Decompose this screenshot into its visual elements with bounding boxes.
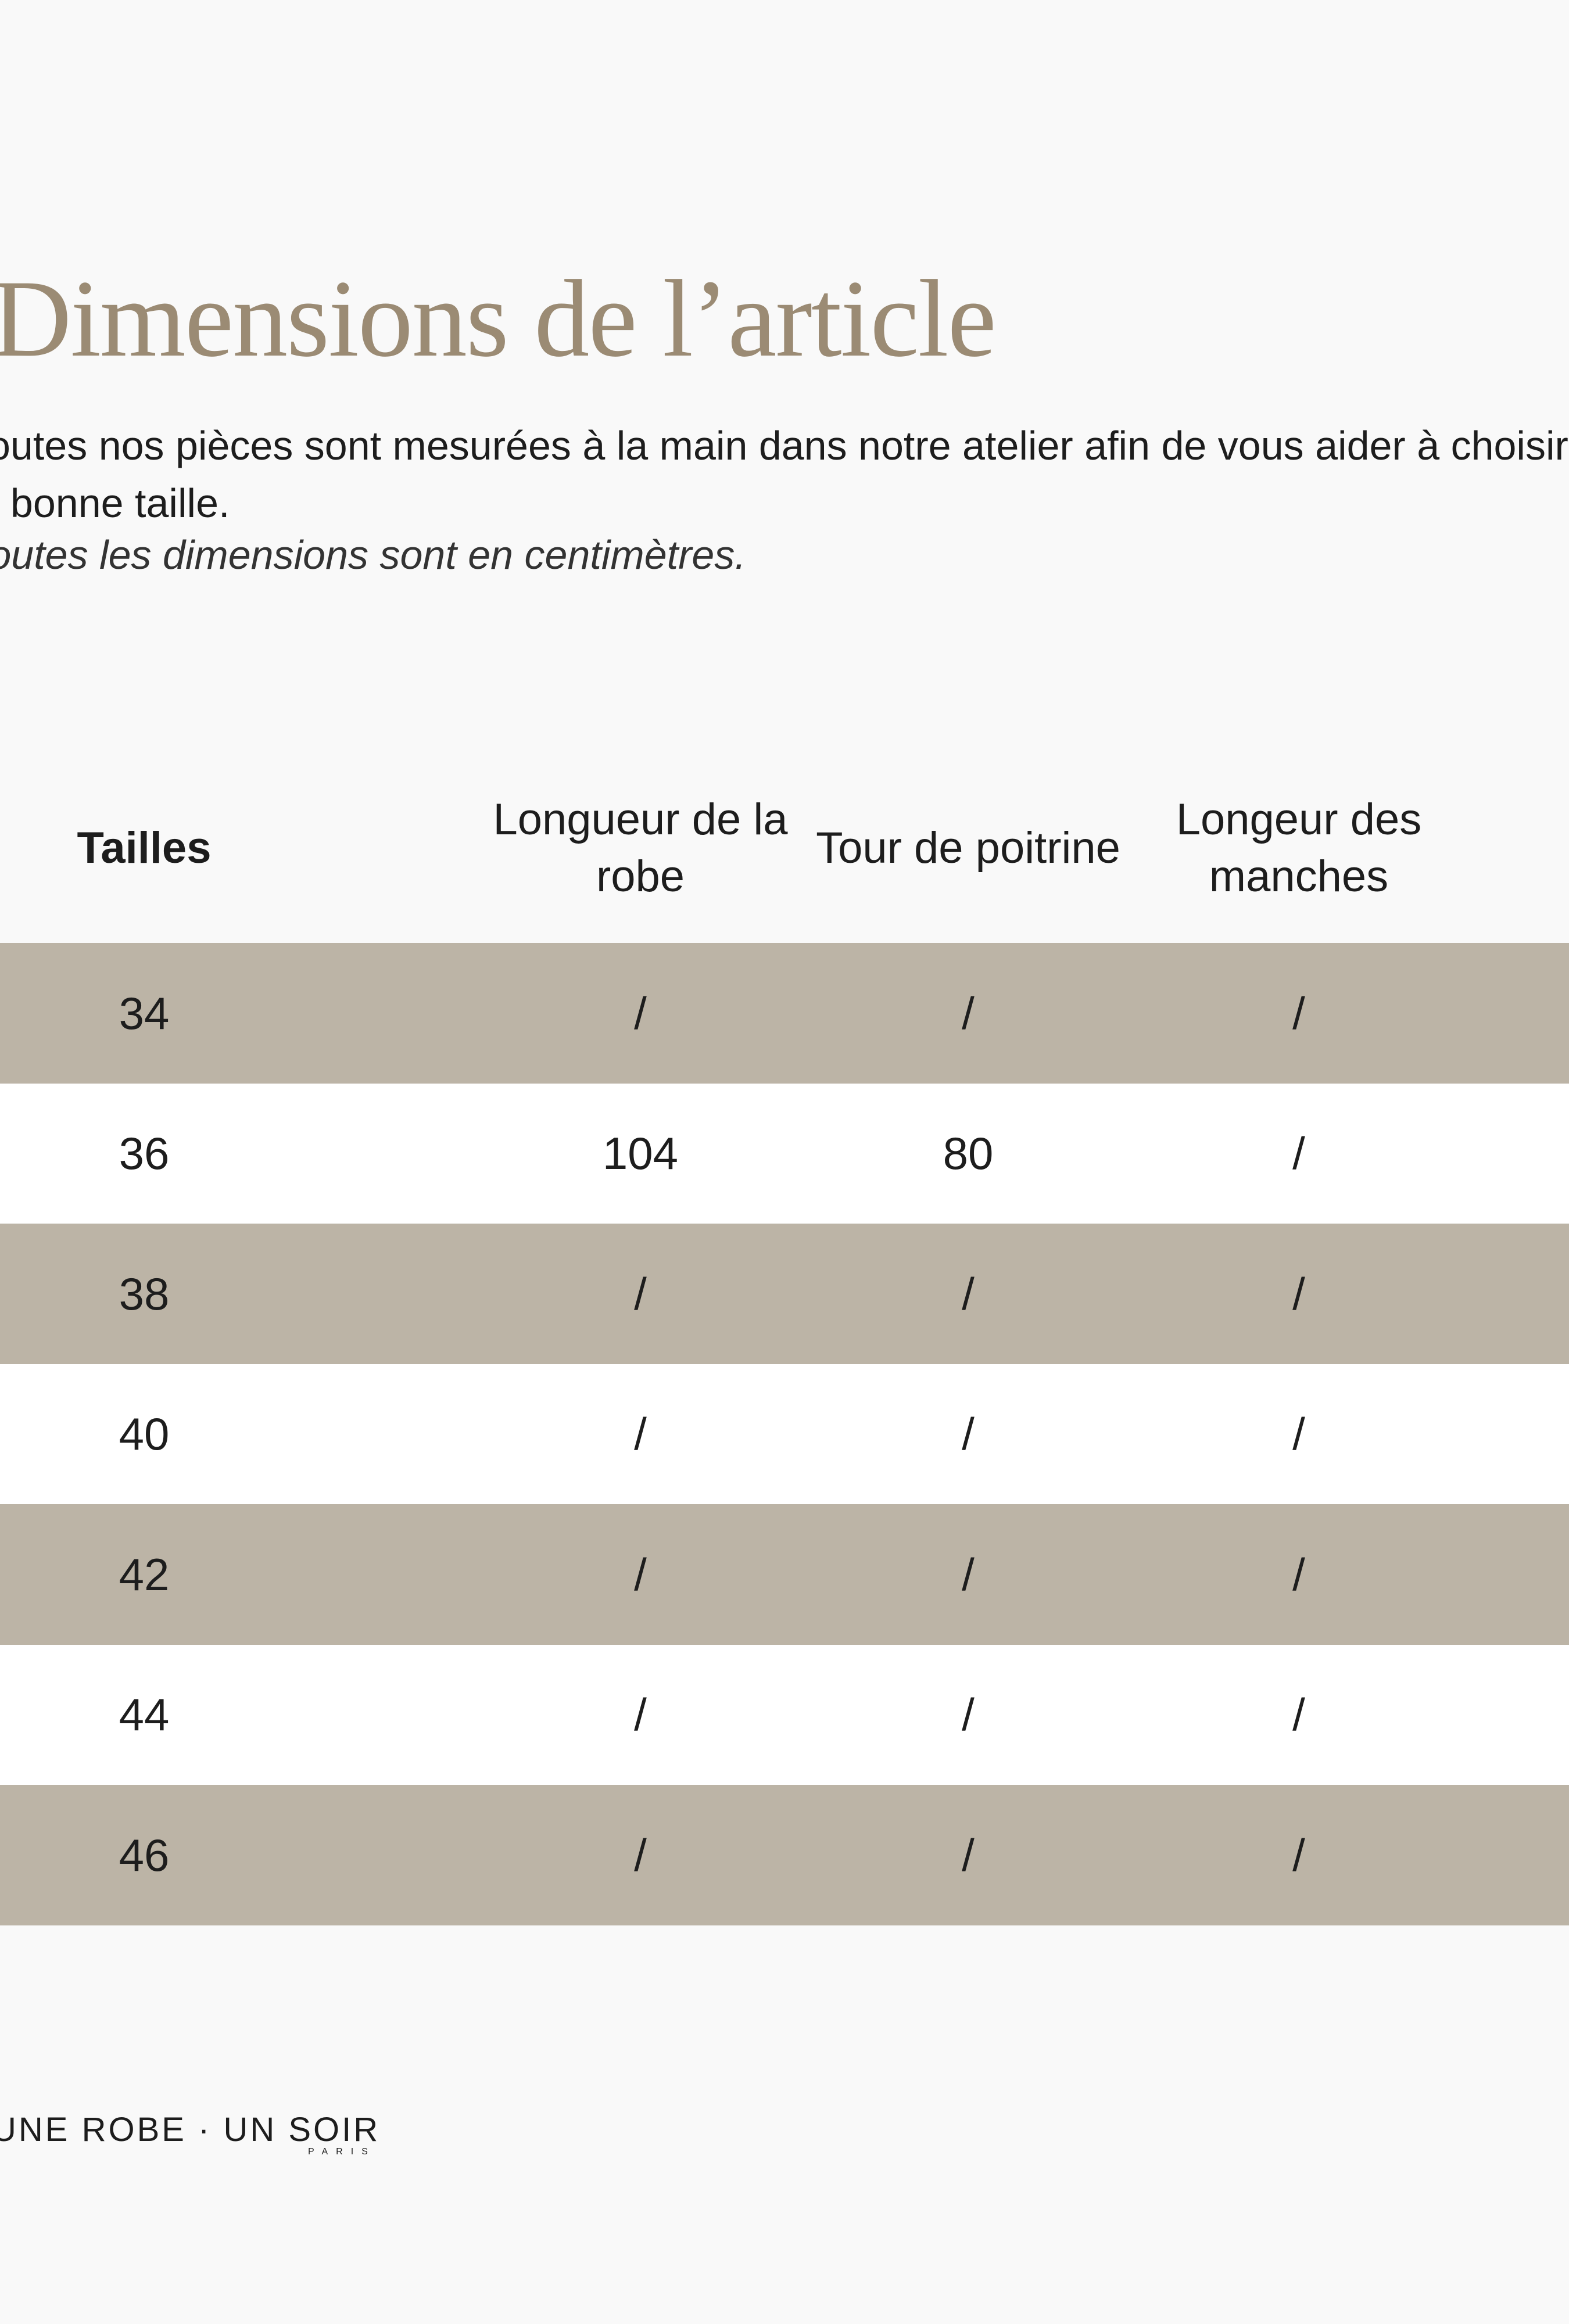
table-cell: / (962, 1268, 975, 1319)
table-cell: 42 (119, 1548, 170, 1600)
table-cell: 80 (943, 1128, 994, 1179)
brand-city: PARIS (308, 2147, 376, 2157)
table-cell: / (634, 1689, 647, 1740)
table-cell: / (962, 1689, 975, 1740)
table-cell: 34 (119, 987, 170, 1039)
table-row: 40 / / / (0, 1364, 1569, 1505)
table-cell: / (1292, 1268, 1305, 1319)
table-cell: / (1292, 1128, 1305, 1179)
table-cell: 104 (602, 1128, 679, 1179)
table-cell: 44 (119, 1689, 170, 1740)
table-cell: / (1292, 1408, 1305, 1459)
column-header: Tailles (77, 823, 212, 873)
table-cell: / (1292, 1689, 1305, 1740)
table-cell: / (1292, 987, 1305, 1039)
table-cell: / (962, 1408, 975, 1459)
table-cell: / (634, 1408, 647, 1459)
table-row: 38 / / / (0, 1224, 1569, 1364)
table-row: 46 / / / (0, 1785, 1569, 1925)
table-cell: / (634, 1829, 647, 1881)
table-cell: / (962, 987, 975, 1039)
table-cell: / (634, 1548, 647, 1600)
table-row: 36 104 80 / (0, 1083, 1569, 1224)
table-cell: 40 (119, 1408, 170, 1459)
table-cell: / (962, 1548, 975, 1600)
table-row: 42 / / / (0, 1504, 1569, 1645)
table-cell: / (634, 987, 647, 1039)
note-text: Toutes les dimensions sont en centimètre… (0, 532, 746, 578)
brand-logo: UNE ROBE · UN SOIR (0, 2111, 381, 2149)
page-title: Dimensions de l’article (0, 258, 997, 380)
intro-text: Toutes nos pièces sont mesurées à la mai… (0, 423, 1568, 526)
table-row: 44 / / / (0, 1644, 1569, 1785)
table-row: 34 / / / (0, 943, 1569, 1084)
table-cell: 38 (119, 1268, 170, 1319)
column-header: Tour de poitrine (816, 823, 1120, 873)
table-cell: / (962, 1829, 975, 1881)
column-header: Longueur de la robe (493, 795, 788, 901)
column-header: Longeur des manches (1176, 795, 1422, 901)
table-cell: 46 (119, 1829, 170, 1881)
table-cell: / (634, 1268, 647, 1319)
table-cell: 36 (119, 1128, 170, 1179)
table-cell: / (1292, 1548, 1305, 1600)
table-cell: / (1292, 1829, 1305, 1881)
